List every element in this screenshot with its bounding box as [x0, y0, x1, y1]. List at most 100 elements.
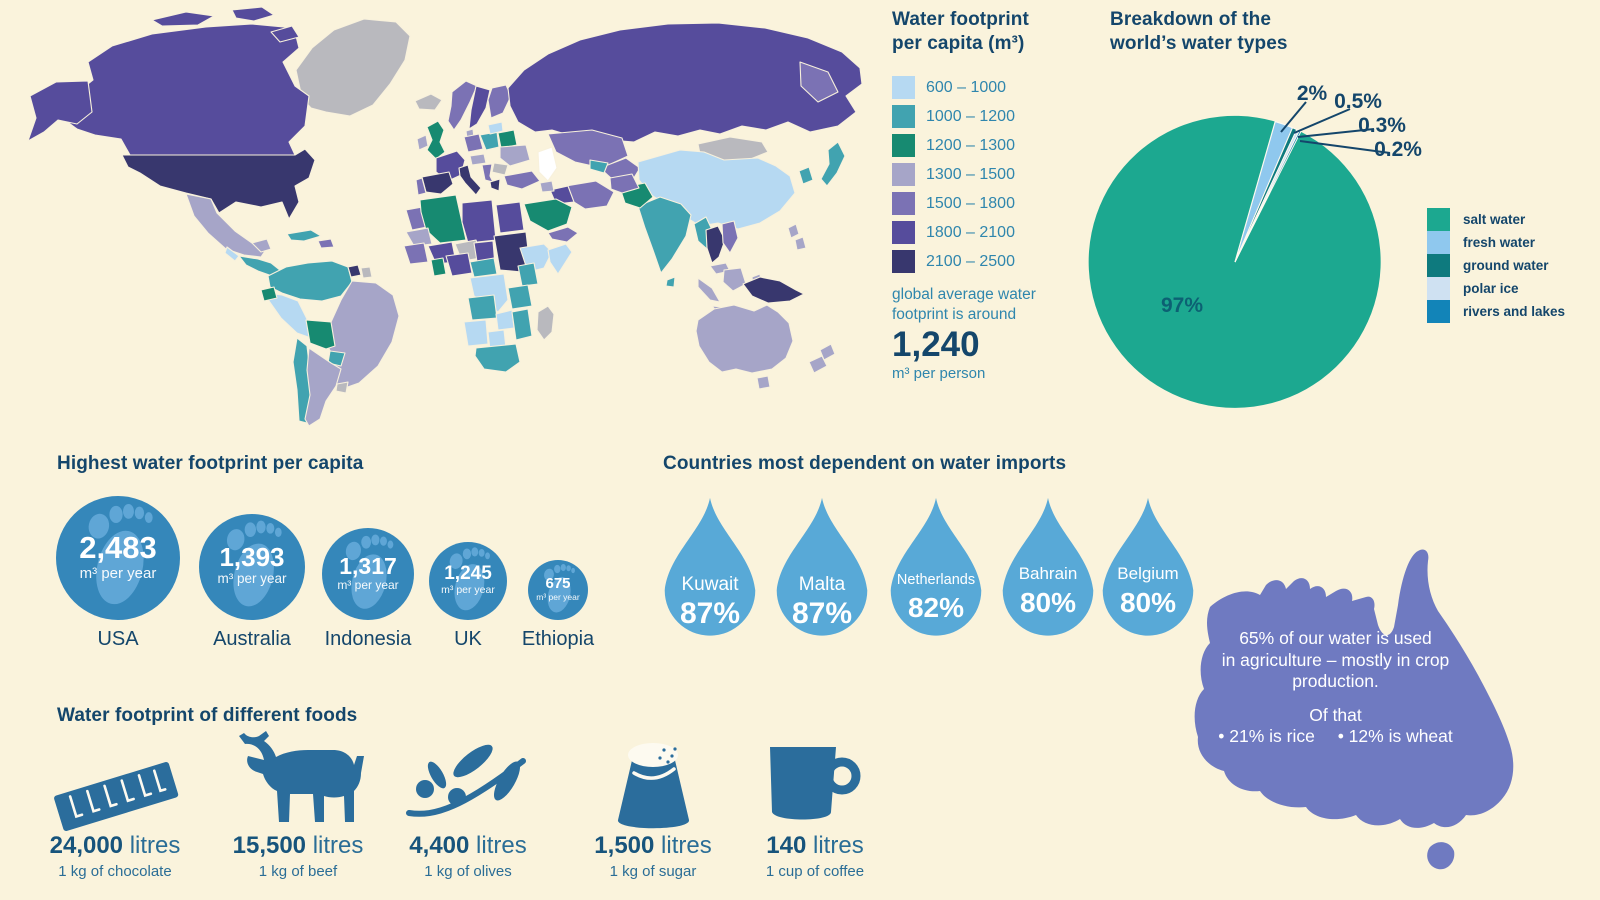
- map-region: [305, 319, 336, 350]
- map-region: [523, 198, 573, 232]
- map-region: [487, 121, 504, 135]
- map-region: [421, 171, 454, 195]
- cow-icon: [239, 731, 364, 822]
- legend-item: 1800 – 2100: [892, 221, 1122, 244]
- footprint-value: 2,483: [79, 530, 157, 565]
- footprint-circle-uk: 1,245 m³ per year: [429, 542, 507, 620]
- map-legend-title: Water footprint per capita (m³): [892, 8, 1122, 56]
- world-map-choropleth: [27, 6, 863, 427]
- food-value: 4,400 litres: [409, 832, 527, 859]
- legend-swatch: [1427, 277, 1450, 300]
- map-region: [637, 196, 692, 274]
- pie-title: Breakdown of the world’s water types: [1110, 9, 1288, 54]
- map-region: [447, 80, 478, 131]
- map-region: [414, 93, 443, 111]
- footprint-value: 1,317: [339, 553, 397, 579]
- footprint-country-label: Australia: [213, 628, 291, 650]
- map-region: [589, 159, 609, 174]
- legend-item: ground water: [1427, 254, 1565, 277]
- legend-swatch: [1427, 231, 1450, 254]
- legend-item: fresh water: [1427, 231, 1565, 254]
- legend-swatch: [1427, 208, 1450, 231]
- pie-callout-label: 0.3%: [1358, 114, 1406, 137]
- map-region: [808, 355, 828, 374]
- legend-range: 1200 – 1300: [926, 136, 1015, 154]
- water-drop-netherlands: Netherlands 82%: [886, 494, 986, 649]
- section-heading-foods: Water footprint of different foods: [57, 705, 358, 726]
- footprint-value: 675: [545, 575, 571, 592]
- drop-percentage: 82%: [907, 592, 965, 623]
- legend-swatch: [892, 76, 915, 99]
- map-region: [468, 85, 491, 130]
- drop-percentage: 87%: [679, 597, 741, 630]
- australia-silhouette: [1194, 549, 1514, 870]
- sugar-bag-icon: [617, 743, 690, 829]
- map-region: [463, 133, 484, 153]
- footprint-value: 1,393: [219, 542, 285, 572]
- footprint-unit: m³ per year: [441, 583, 495, 596]
- footprint-unit: m³ per year: [79, 564, 157, 582]
- drop-percentage: 80%: [1119, 587, 1177, 618]
- food-caption: 1 kg of chocolate: [58, 863, 172, 880]
- legend-item: 1000 – 1200: [892, 105, 1122, 128]
- map-region: [426, 120, 446, 160]
- legend-item: 2100 – 2500: [892, 250, 1122, 273]
- drop-country: Netherlands: [896, 572, 976, 588]
- footprint-country-label: USA: [97, 628, 139, 650]
- legend-swatch: [892, 221, 915, 244]
- global-average-value: 1,240: [892, 325, 980, 364]
- map-region: [403, 242, 429, 265]
- legend-swatch: [892, 250, 915, 273]
- map-region: [794, 236, 807, 251]
- map-region: [224, 246, 240, 262]
- legend-item: 1200 – 1300: [892, 134, 1122, 157]
- map-region: [458, 164, 482, 196]
- water-drop-bahrain: Bahrain 80%: [998, 494, 1098, 649]
- map-region: [489, 178, 501, 192]
- map-region: [742, 276, 805, 304]
- food-caption: 1 kg of beef: [258, 863, 338, 880]
- pie-legend: salt water fresh water ground water pola…: [1427, 208, 1565, 323]
- map-region: [517, 262, 539, 287]
- map-region: [798, 166, 814, 185]
- legend-range: 2100 – 2500: [926, 252, 1015, 270]
- chocolate-bar-icon: [54, 761, 179, 831]
- wheat-share: • 12% is wheat: [1337, 726, 1453, 746]
- map-region: [405, 227, 433, 247]
- map-legend: Water footprint per capita (m³) 600 – 10…: [892, 8, 1122, 382]
- map-region: [547, 226, 579, 243]
- footprint-circle-ethiopia: 675 m³ per year: [528, 560, 588, 620]
- legend-range: 1800 – 2100: [926, 223, 1015, 241]
- pie-callout-label: 0.2%: [1374, 138, 1422, 161]
- legend-swatch: [892, 163, 915, 186]
- section-heading-footprints: Highest water footprint per capita: [57, 453, 364, 474]
- map-region: [286, 229, 322, 242]
- water-drop-belgium: Belgium 80%: [1098, 494, 1198, 649]
- drop-percentage: 80%: [1019, 587, 1077, 618]
- footprint-country-label: UK: [454, 628, 482, 650]
- water-drop-icon: [1002, 497, 1094, 636]
- food-caption: 1 kg of olives: [424, 863, 512, 880]
- map-region: [27, 80, 93, 142]
- legend-swatch: [892, 134, 915, 157]
- legend-swatch: [892, 105, 915, 128]
- map-region: [491, 162, 509, 176]
- map-region: [151, 11, 215, 27]
- legend-range: 1000 – 1200: [926, 107, 1015, 125]
- drop-country: Kuwait: [681, 574, 739, 595]
- map-region: [722, 267, 747, 292]
- legend-label: fresh water: [1463, 235, 1536, 250]
- map-legend-title-line2: per capita (m³): [892, 33, 1025, 54]
- map-region: [565, 180, 615, 210]
- map-region: [495, 201, 525, 234]
- map-region: [495, 309, 515, 331]
- drop-country: Malta: [798, 574, 846, 595]
- coffee-mug-icon: [770, 747, 861, 820]
- map-region: [416, 134, 429, 151]
- footprint-unit: m³ per year: [536, 591, 580, 602]
- map-region: [474, 343, 521, 373]
- legend-swatch: [892, 192, 915, 215]
- map-region: [304, 347, 342, 427]
- global-average-unit: m³ per person: [892, 365, 986, 382]
